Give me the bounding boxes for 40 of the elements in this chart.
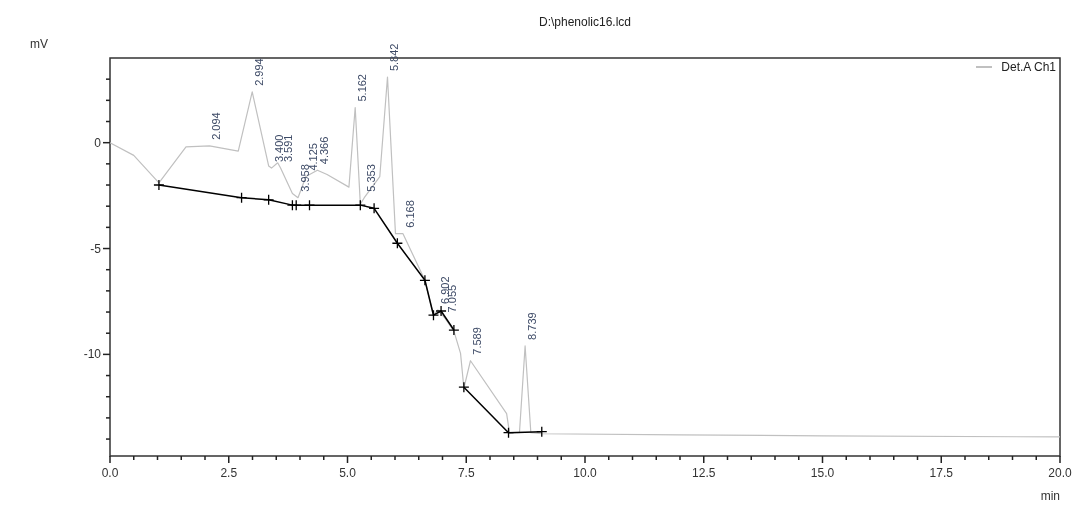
point <box>391 237 404 249</box>
point <box>435 305 447 317</box>
point <box>153 179 165 191</box>
point <box>235 192 248 204</box>
point <box>368 202 380 214</box>
y-axis-title: mV <box>30 37 48 51</box>
x-tick-label: 15.0 <box>810 466 835 480</box>
annotation: 5.353 <box>365 164 378 192</box>
point <box>303 199 316 211</box>
point <box>536 426 548 438</box>
x-axis-title: min <box>1040 489 1060 503</box>
annotation: 2.994 <box>253 58 266 86</box>
x-tick-label: 10.0 <box>573 466 597 480</box>
y-tick-label: -5 <box>90 241 102 256</box>
annotation: 6.168 <box>403 200 416 228</box>
point <box>354 199 366 211</box>
legend-label: Det.A Ch1 <box>1001 60 1057 74</box>
chart-title: D:\phenolic16.lcd <box>538 15 632 29</box>
x-tick-label: 5.0 <box>339 466 357 480</box>
y-tick-label: 0 <box>94 135 102 150</box>
annotation: 7.589 <box>471 327 484 355</box>
point <box>502 427 515 439</box>
point <box>419 274 431 286</box>
annotation: 8.739 <box>526 312 539 340</box>
x-tick-label: 12.5 <box>692 466 716 480</box>
point <box>290 199 302 211</box>
x-tick-label: 17.5 <box>929 466 954 480</box>
x-tick-label: 2.5 <box>220 466 238 480</box>
annotation: 5.162 <box>356 74 369 102</box>
x-tick-label: 7.5 <box>457 466 475 480</box>
x-tick-label: 20.0 <box>1048 466 1072 480</box>
annotation: 2.094 <box>210 112 223 140</box>
point <box>263 194 275 206</box>
point <box>448 324 460 336</box>
y-tick-label: -10 <box>83 347 102 362</box>
point <box>458 381 470 393</box>
x-tick-label: 0.0 <box>101 466 119 480</box>
annotation: 4.366 <box>318 136 331 165</box>
point <box>427 309 440 321</box>
annotation: 5.842 <box>388 43 401 72</box>
